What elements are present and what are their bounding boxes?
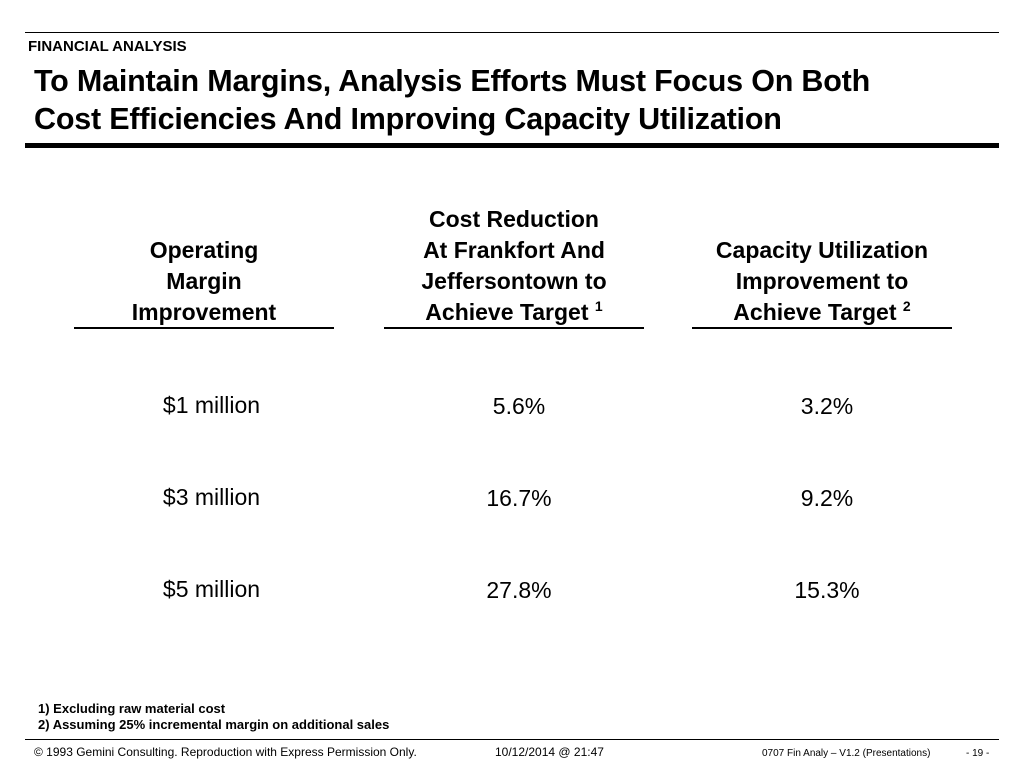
header-line-text: Achieve Target bbox=[733, 299, 897, 325]
footnote-1: 1) Excluding raw material cost bbox=[38, 701, 226, 716]
top-rule bbox=[25, 32, 999, 33]
header-line: Achieve Target 1 bbox=[384, 297, 644, 328]
page-title: To Maintain Margins, Analysis Efforts Mu… bbox=[34, 62, 1004, 138]
cell-capacity-row2: 9.2% bbox=[800, 485, 854, 511]
cell-cost-row1: 5.6% bbox=[492, 393, 546, 419]
title-line-1: To Maintain Margins, Analysis Efforts Mu… bbox=[34, 64, 871, 98]
header-cost-reduction: Cost Reduction At Frankfort And Jefferso… bbox=[384, 204, 644, 328]
cell-cost-row3: 27.8% bbox=[486, 577, 552, 603]
section-label: FINANCIAL ANALYSIS bbox=[28, 38, 187, 55]
copyright-notice: © 1993 Gemini Consulting. Reproduction w… bbox=[34, 745, 417, 759]
footnote-2: 2) Assuming 25% incremental margin on ad… bbox=[38, 717, 390, 732]
title-rule bbox=[25, 143, 999, 148]
cell-margin-row2: $3 million bbox=[162, 484, 261, 510]
header-line: At Frankfort And bbox=[423, 237, 605, 263]
header-line: Operating bbox=[149, 237, 259, 263]
header-line: Margin bbox=[166, 268, 242, 294]
header-line: Improvement to bbox=[735, 268, 909, 294]
cell-margin-row3: $5 million bbox=[162, 576, 261, 602]
header-line-text: Achieve Target bbox=[425, 299, 589, 325]
header-line: Jeffersontown to bbox=[421, 268, 607, 294]
header-underline bbox=[692, 327, 952, 329]
cell-capacity-row1: 3.2% bbox=[800, 393, 854, 419]
footer-document-id: 0707 Fin Analy – V1.2 (Presentations) bbox=[762, 748, 931, 759]
cell-margin-row1: $1 million bbox=[162, 392, 261, 418]
footnote-marker: 2 bbox=[902, 298, 911, 314]
header-operating-margin: Operating Margin Improvement bbox=[74, 235, 334, 328]
header-line: Achieve Target 2 bbox=[692, 297, 952, 328]
header-line: Improvement bbox=[131, 299, 277, 325]
cell-capacity-row3: 15.3% bbox=[794, 577, 860, 603]
title-line-2: Cost Efficiencies And Improving Capacity… bbox=[34, 102, 782, 136]
header-line: Cost Reduction bbox=[429, 206, 599, 232]
footer-datetime: 10/12/2014 @ 21:47 bbox=[495, 745, 604, 759]
page-number: - 19 - bbox=[966, 748, 990, 759]
header-underline bbox=[384, 327, 644, 329]
header-capacity-utilization: Capacity Utilization Improvement to Achi… bbox=[692, 235, 952, 328]
footer-rule bbox=[25, 739, 999, 740]
header-underline bbox=[74, 327, 334, 329]
cell-cost-row2: 16.7% bbox=[486, 485, 552, 511]
footnote-marker: 1 bbox=[594, 298, 603, 314]
header-line: Capacity Utilization bbox=[715, 237, 929, 263]
